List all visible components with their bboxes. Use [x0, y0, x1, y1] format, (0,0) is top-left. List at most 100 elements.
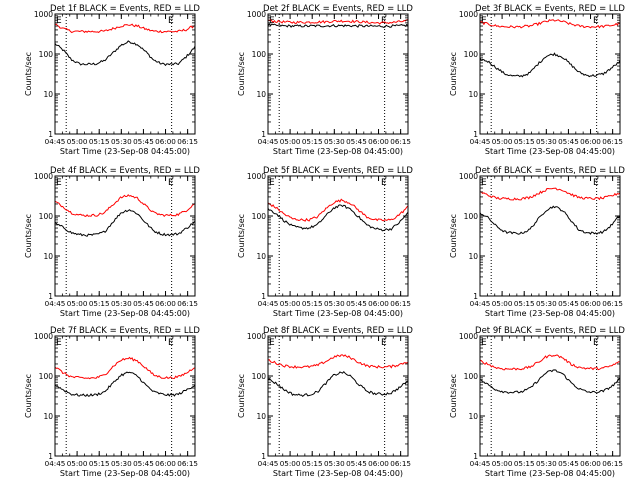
panel-title: Det 4f BLACK = Events, RED = LLD [50, 166, 200, 176]
x-tick-label: 05:15 [302, 137, 323, 146]
y-tick-label: 1 [473, 130, 478, 139]
x-tick-label: 05:45 [346, 299, 367, 308]
y-tick-label: 1000 [459, 172, 478, 181]
x-axis-label: Start Time (23-Sep-08 04:45:00) [273, 309, 403, 318]
event-marker: E [481, 338, 487, 348]
y-tick-label: 1 [261, 130, 266, 139]
y-tick-label: 1000 [459, 10, 478, 19]
x-tick-label: 05:45 [558, 299, 579, 308]
x-tick-label: 06:15 [390, 299, 411, 308]
panel-title: Det 3f BLACK = Events, RED = LLD [475, 4, 625, 14]
x-axis-label: Start Time (23-Sep-08 04:45:00) [273, 147, 403, 156]
x-tick-label: 05:00 [492, 459, 513, 468]
x-axis-label: Start Time (23-Sep-08 04:45:00) [60, 469, 190, 478]
lld-series-line [479, 354, 621, 371]
event-marker: E [481, 178, 487, 188]
x-tick-label: 04:45 [45, 137, 66, 146]
panel-7: Det 7f BLACK = Events, RED = LLD E E 1 10 100… [24, 326, 200, 478]
y-tick-label: 100 [39, 50, 54, 59]
panel-title: Det 5f BLACK = Events, RED = LLD [263, 166, 413, 176]
plot-frame [479, 175, 621, 297]
y-tick-label: 10 [468, 412, 478, 421]
events-series-line [479, 369, 621, 394]
lld-series-line [54, 356, 196, 380]
x-tick-label: 04:45 [470, 137, 491, 146]
x-axis-label: Start Time (23-Sep-08 04:45:00) [60, 147, 190, 156]
panel-5: Det 5f BLACK = Events, RED = LLD E E 1 10 100… [237, 166, 413, 318]
panel-title: Det 8f BLACK = Events, RED = LLD [263, 326, 413, 336]
y-tick-label: 1 [261, 292, 266, 301]
lld-series-line [54, 23, 196, 34]
x-axis-label: Start Time (23-Sep-08 04:45:00) [485, 147, 615, 156]
x-tick-label: 05:00 [67, 299, 88, 308]
y-tick-label: 1000 [34, 332, 53, 341]
events-series-line [479, 205, 621, 235]
x-tick-label: 05:00 [280, 137, 301, 146]
y-tick-label: 100 [464, 372, 479, 381]
events-series-line [54, 209, 196, 237]
event-marker: E [381, 338, 387, 348]
y-tick-label: 1000 [34, 172, 53, 181]
y-tick-label: 10 [43, 252, 53, 261]
y-axis-label: Counts/sec [24, 374, 33, 418]
y-axis-label: Counts/sec [24, 52, 33, 96]
x-tick-label: 05:15 [514, 299, 535, 308]
event-marker: E [481, 16, 487, 26]
x-tick-label: 06:15 [602, 137, 623, 146]
x-tick-label: 04:45 [258, 299, 279, 308]
events-series-line [54, 40, 196, 67]
panel-1: Det 1f BLACK = Events, RED = LLD E E 1 10 100… [24, 4, 200, 156]
x-tick-label: 06:00 [368, 459, 389, 468]
x-tick-label: 06:00 [580, 299, 601, 308]
panel-title: Det 2f BLACK = Events, RED = LLD [263, 4, 413, 14]
event-marker: E [381, 16, 387, 26]
y-tick-label: 1 [473, 292, 478, 301]
y-tick-label: 100 [464, 212, 479, 221]
x-tick-label: 06:00 [580, 459, 601, 468]
x-tick-label: 06:00 [155, 137, 176, 146]
x-tick-label: 05:30 [324, 299, 345, 308]
y-tick-label: 10 [468, 90, 478, 99]
event-marker: E [381, 178, 387, 188]
y-tick-label: 10 [43, 90, 53, 99]
x-tick-label: 05:15 [89, 459, 110, 468]
x-tick-label: 04:45 [470, 299, 491, 308]
x-tick-label: 05:45 [133, 299, 154, 308]
y-tick-label: 1000 [247, 10, 266, 19]
y-tick-label: 100 [464, 50, 479, 59]
x-tick-label: 05:30 [111, 459, 132, 468]
x-tick-label: 05:00 [492, 299, 513, 308]
event-marker: E [269, 178, 275, 188]
event-marker: E [56, 178, 62, 188]
x-tick-label: 06:15 [602, 459, 623, 468]
y-axis-label: Counts/sec [449, 374, 458, 418]
x-tick-label: 05:30 [324, 137, 345, 146]
x-axis-label: Start Time (23-Sep-08 04:45:00) [60, 309, 190, 318]
events-series-line [267, 370, 409, 397]
events-series-line [54, 371, 196, 397]
panel-title: Det 6f BLACK = Events, RED = LLD [475, 166, 625, 176]
x-tick-label: 05:30 [324, 459, 345, 468]
y-tick-label: 1000 [34, 10, 53, 19]
y-axis-label: Counts/sec [237, 214, 246, 258]
x-tick-label: 05:30 [536, 137, 557, 146]
y-tick-label: 10 [43, 412, 53, 421]
plot-frame [54, 175, 196, 297]
panel-8: Det 8f BLACK = Events, RED = LLD E E 1 10 100… [237, 326, 413, 478]
plot-frame [267, 335, 409, 457]
event-marker: E [269, 338, 275, 348]
panel-title: Det 9f BLACK = Events, RED = LLD [475, 326, 625, 336]
y-axis-label: Counts/sec [449, 52, 458, 96]
events-series-line [267, 204, 409, 232]
lld-series-line [267, 354, 409, 369]
x-tick-label: 04:45 [258, 459, 279, 468]
plot-frame [267, 175, 409, 297]
lld-series-line [54, 194, 196, 218]
lld-series-line [479, 19, 621, 29]
event-marker: E [56, 16, 62, 26]
x-tick-label: 05:00 [67, 137, 88, 146]
x-tick-label: 05:00 [280, 299, 301, 308]
x-tick-label: 05:15 [89, 137, 110, 146]
panel-6: Det 6f BLACK = Events, RED = LLD E E 1 10 100… [449, 166, 625, 318]
